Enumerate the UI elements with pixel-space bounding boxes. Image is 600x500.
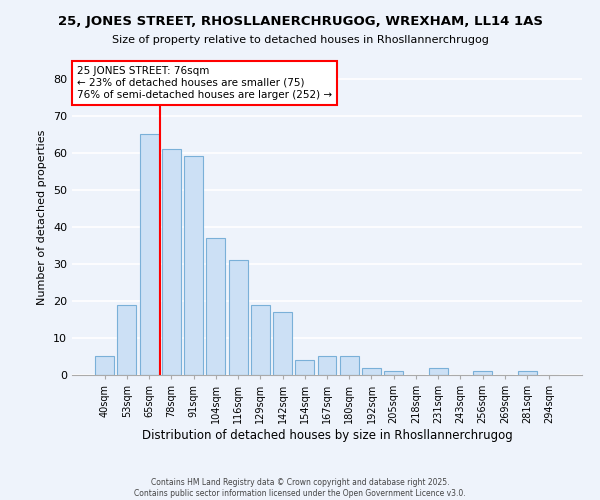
- Bar: [229, 260, 248, 375]
- Text: 25 JONES STREET: 76sqm
← 23% of detached houses are smaller (75)
76% of semi-det: 25 JONES STREET: 76sqm ← 23% of detached…: [77, 66, 332, 100]
- Bar: [206, 238, 225, 375]
- Bar: [429, 368, 448, 375]
- Bar: [317, 356, 337, 375]
- Bar: [95, 356, 114, 375]
- Bar: [162, 149, 181, 375]
- Bar: [295, 360, 314, 375]
- Text: Size of property relative to detached houses in Rhosllannerchrugog: Size of property relative to detached ho…: [112, 35, 488, 45]
- Bar: [118, 304, 136, 375]
- X-axis label: Distribution of detached houses by size in Rhosllannerchrugog: Distribution of detached houses by size …: [142, 429, 512, 442]
- Bar: [384, 372, 403, 375]
- Bar: [518, 372, 536, 375]
- Bar: [184, 156, 203, 375]
- Bar: [340, 356, 359, 375]
- Bar: [362, 368, 381, 375]
- Bar: [251, 304, 270, 375]
- Bar: [473, 372, 492, 375]
- Y-axis label: Number of detached properties: Number of detached properties: [37, 130, 47, 305]
- Bar: [140, 134, 158, 375]
- Text: Contains HM Land Registry data © Crown copyright and database right 2025.
Contai: Contains HM Land Registry data © Crown c…: [134, 478, 466, 498]
- Bar: [273, 312, 292, 375]
- Text: 25, JONES STREET, RHOSLLANERCHRUGOG, WREXHAM, LL14 1AS: 25, JONES STREET, RHOSLLANERCHRUGOG, WRE…: [58, 15, 542, 28]
